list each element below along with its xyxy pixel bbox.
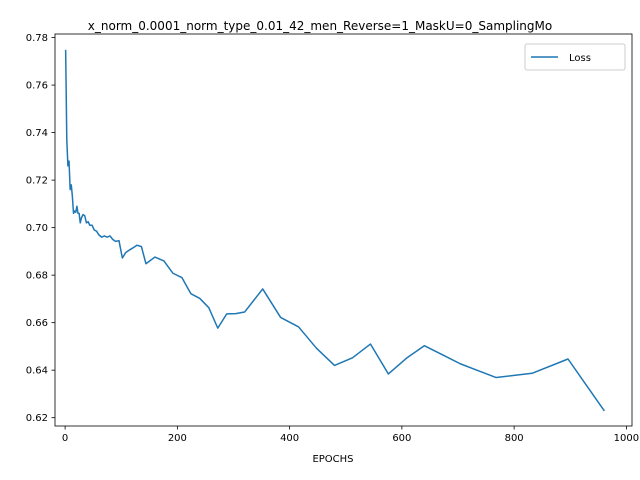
y-tick-label: 0.68 [26,271,48,282]
y-tick-label: 0.74 [26,128,48,139]
y-tick-label: 0.76 [26,81,48,92]
y-tick-label: 0.64 [26,366,48,377]
series-line-loss [64,49,605,412]
x-tick-label: 0 [62,433,68,444]
x-axis-title: EPOCHS [312,454,353,465]
chart-title: x_norm_0.0001_norm_type_0.01_42_men_Reve… [88,19,552,33]
legend: Loss [524,43,626,71]
x-tick-label: 1000 [614,433,639,444]
x-tick-label: 400 [280,433,299,444]
x-tick-label: 600 [392,433,411,444]
y-axis: 0.62 0.64 0.66 0.68 0.70 0.72 0.74 0.76 0.78 [26,33,55,424]
series-layer [64,49,605,412]
y-tick-label: 0.62 [26,413,48,424]
y-tick-label: 0.78 [26,33,48,44]
y-tick-label: 0.70 [26,223,48,234]
x-axis: 0 200 400 600 800 1000 [62,426,639,444]
plot-area [54,33,633,427]
legend-label-loss: Loss [569,53,591,64]
x-tick-label: 200 [168,433,187,444]
y-tick-label: 0.72 [26,176,48,187]
legend-box [524,43,626,71]
y-tick-label: 0.66 [26,318,48,329]
x-tick-label: 800 [505,433,524,444]
